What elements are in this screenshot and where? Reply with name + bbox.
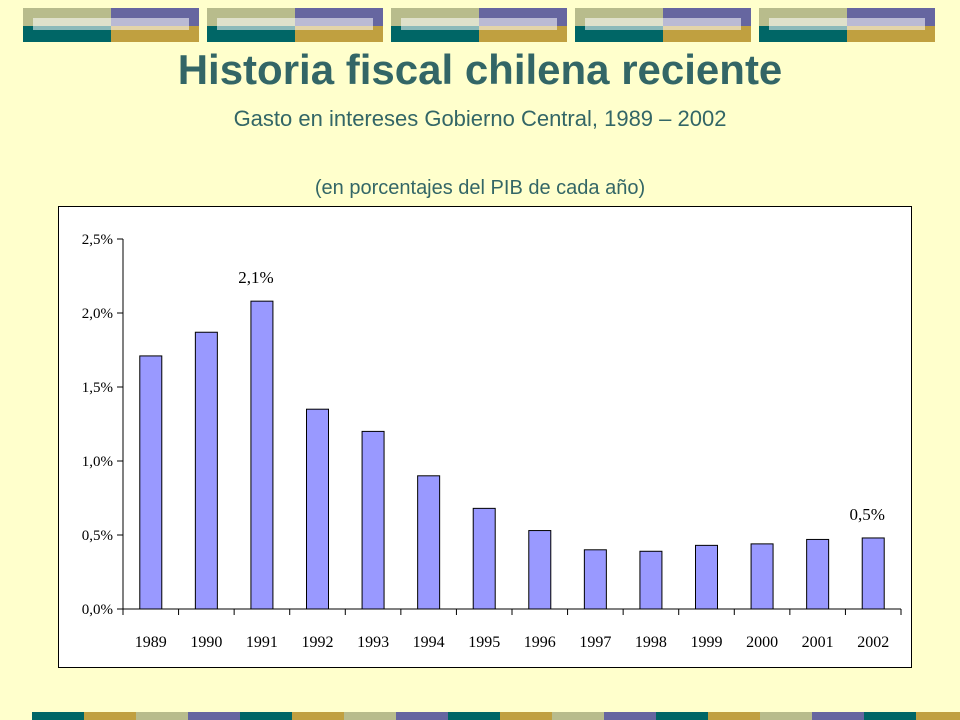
header-ornament [759,8,935,42]
x-tick-label: 1996 [524,634,556,651]
bar-chart: 0,0% 0,5% 1,0% 1,5% 2,0% 2,5% 1989 1990 1991 1992… [82,232,902,651]
y-tick-label: 2,5% [82,232,113,248]
bar [861,537,885,610]
header-ornament [207,8,383,42]
bottom-decorative-band [32,712,960,720]
header-ornament [23,8,199,42]
footer-ornament-segment [552,712,604,720]
x-tick-label: 1992 [302,634,334,651]
data-label: 0,5% [850,505,885,524]
bar [583,549,607,610]
ornament-highlight [33,18,189,30]
ornament-highlight [585,18,741,30]
x-tick-label: 1999 [691,634,723,651]
bar [750,543,774,610]
chart-frame: 0,0% 0,5% 1,0% 1,5% 2,0% 2,5% 1989 1990 1991 1992… [58,206,912,668]
ornament-highlight [217,18,373,30]
y-tick-label: 0,0% [82,602,113,618]
bar [361,430,385,610]
bar [139,355,163,610]
footer-ornament-segment [760,712,812,720]
footer-ornament-segment [656,712,708,720]
ornament-highlight [401,18,557,30]
footer-ornament-segment [448,712,500,720]
footer-ornament-segment [84,712,136,720]
footer-ornament-segment [708,712,760,720]
footer-ornament-segment [292,712,344,720]
x-tick-label: 1993 [357,634,389,651]
header-ornament [575,8,751,42]
footer-ornament-segment [500,712,552,720]
footer-ornament-segment [864,712,916,720]
footer-ornament-segment [344,712,396,720]
footer-ornament-segment [604,712,656,720]
slide-subtitle: Gasto en intereses Gobierno Central, 198… [233,106,727,131]
footer-ornament-segment [812,712,864,720]
y-tick-label: 1,0% [82,454,113,470]
footer-ornament-segment [188,712,240,720]
x-tick-label: 2001 [802,634,834,651]
bar [417,475,441,610]
bar [472,507,496,610]
x-tick-label: 2000 [746,634,778,651]
data-label: 2,1% [238,268,273,287]
x-tick-label: 1989 [135,634,167,651]
ornament-highlight [769,18,925,30]
x-tick-label: 1994 [413,634,445,651]
footer-ornament-segment [240,712,292,720]
bar [194,331,218,610]
top-decorative-band [23,8,935,42]
x-category-dividers [122,609,902,615]
x-tick-label: 2002 [857,634,889,651]
bar [306,408,329,610]
x-tick-label: 1990 [190,634,222,651]
footer-ornament-segment [396,712,448,720]
bar [639,550,663,610]
unit-note: (en porcentajes del PIB de cada año) [314,177,646,199]
y-tick-label: 1,5% [82,380,113,396]
bar [806,538,830,610]
footer-ornament-segment [32,712,84,720]
bar [695,544,718,610]
y-tick-label: 0,5% [82,528,113,544]
x-tick-label: 1995 [468,634,500,651]
bar [528,530,552,610]
footer-ornament-segment [916,712,960,720]
y-tick-label: 2,0% [82,306,113,322]
x-tick-label: 1997 [579,634,611,651]
x-tick-label: 1998 [635,634,667,651]
header-ornament [391,8,567,42]
slide-title: Historia fiscal chilena reciente [177,46,783,93]
x-tick-label: 1991 [246,634,278,651]
bar [250,300,274,610]
footer-ornament-segment [136,712,188,720]
